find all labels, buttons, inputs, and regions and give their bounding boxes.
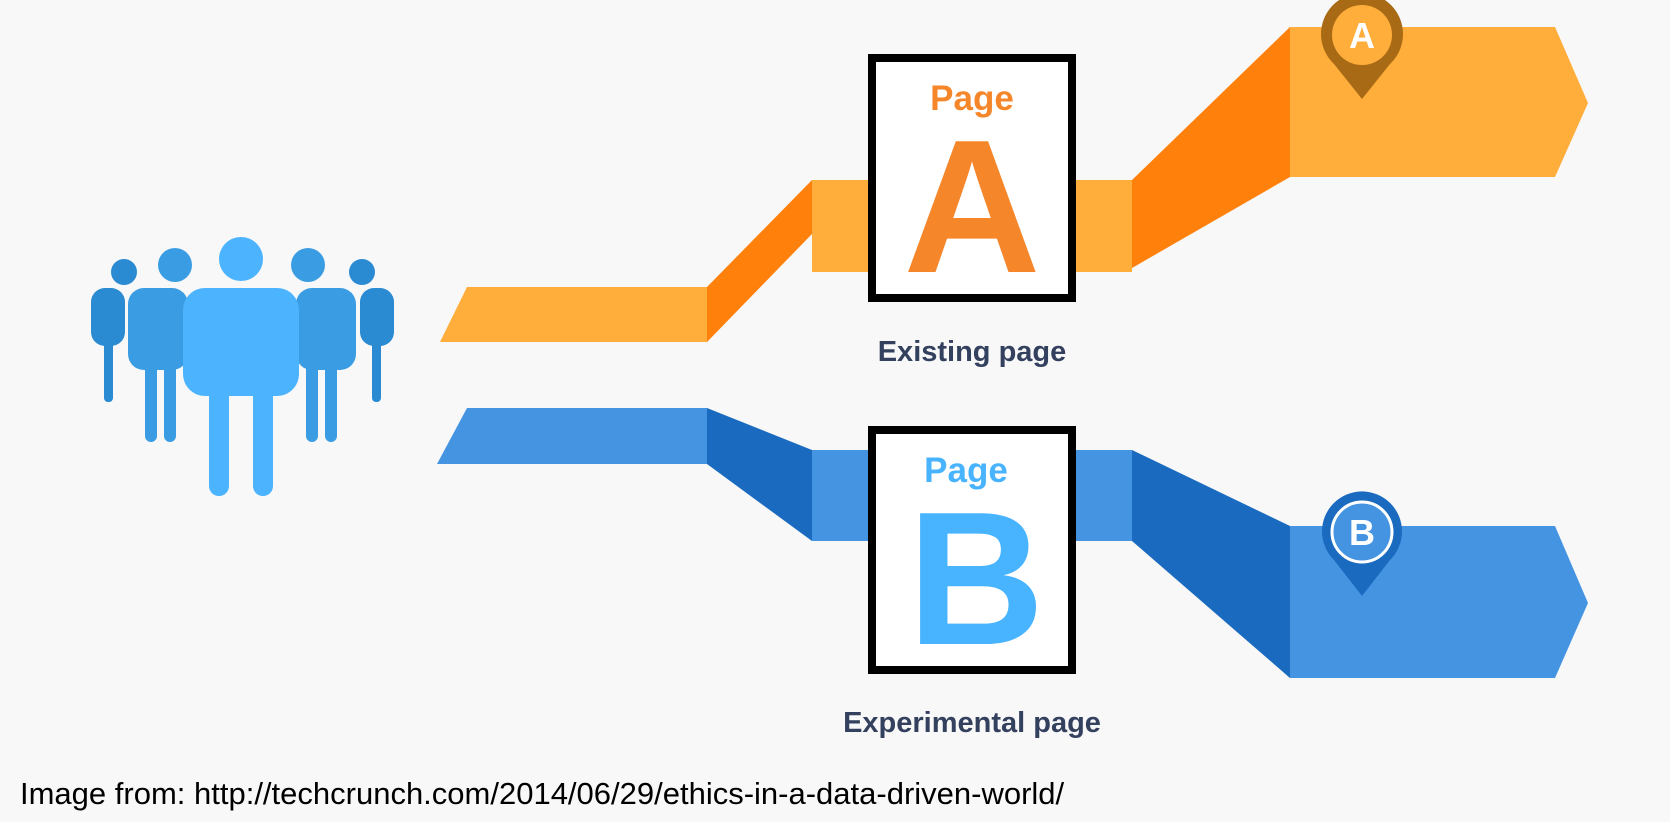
page-a-word: Page bbox=[930, 79, 1014, 118]
page-b-card: Page B bbox=[868, 426, 1076, 685]
existing-page-label: Existing page bbox=[878, 336, 1067, 368]
map-pin-a-icon: A bbox=[1321, 0, 1403, 99]
source-caption: Image from: http://techcrunch.com/2014/0… bbox=[20, 776, 1065, 811]
page-a-letter: A bbox=[903, 101, 1040, 313]
page-a-card: Page A bbox=[868, 54, 1076, 313]
page-b-letter: B bbox=[907, 473, 1044, 685]
pin-a-letter: A bbox=[1349, 15, 1375, 56]
map-pin-b-icon: B bbox=[1322, 491, 1403, 596]
experimental-page-label: Experimental page bbox=[843, 707, 1101, 739]
pin-b-letter: B bbox=[1349, 512, 1375, 553]
page-b-word: Page bbox=[924, 451, 1008, 490]
group-of-people-icon bbox=[91, 237, 394, 496]
